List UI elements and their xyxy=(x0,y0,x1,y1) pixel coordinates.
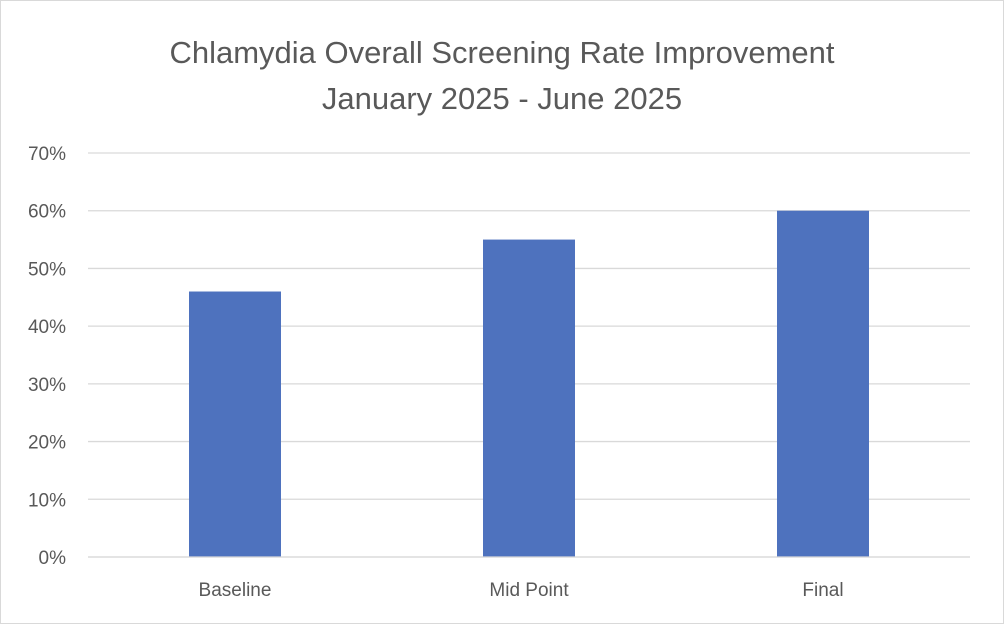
chart-title-line-2: January 2025 - June 2025 xyxy=(321,81,683,116)
y-tick-label: 10% xyxy=(28,490,66,511)
y-tick-label: 70% xyxy=(28,144,66,165)
bar-final xyxy=(777,210,869,557)
y-tick-label: 50% xyxy=(28,259,66,280)
y-tick-label: 40% xyxy=(28,317,66,338)
chart-title-line-1: Chlamydia Overall Screening Rate Improve… xyxy=(169,35,835,70)
bar-mid-point xyxy=(483,239,575,558)
y-tick-label: 0% xyxy=(39,548,67,569)
bar-baseline xyxy=(189,291,281,557)
y-tick-label: 20% xyxy=(28,433,66,454)
y-tick-label: 30% xyxy=(28,375,66,396)
x-category-label: Final xyxy=(802,580,843,601)
chart-title: Chlamydia Overall Screening Rate Improve… xyxy=(0,30,1004,122)
x-category-label: Mid Point xyxy=(489,580,569,601)
x-category-label: Baseline xyxy=(199,580,272,601)
y-tick-label: 60% xyxy=(28,202,66,223)
